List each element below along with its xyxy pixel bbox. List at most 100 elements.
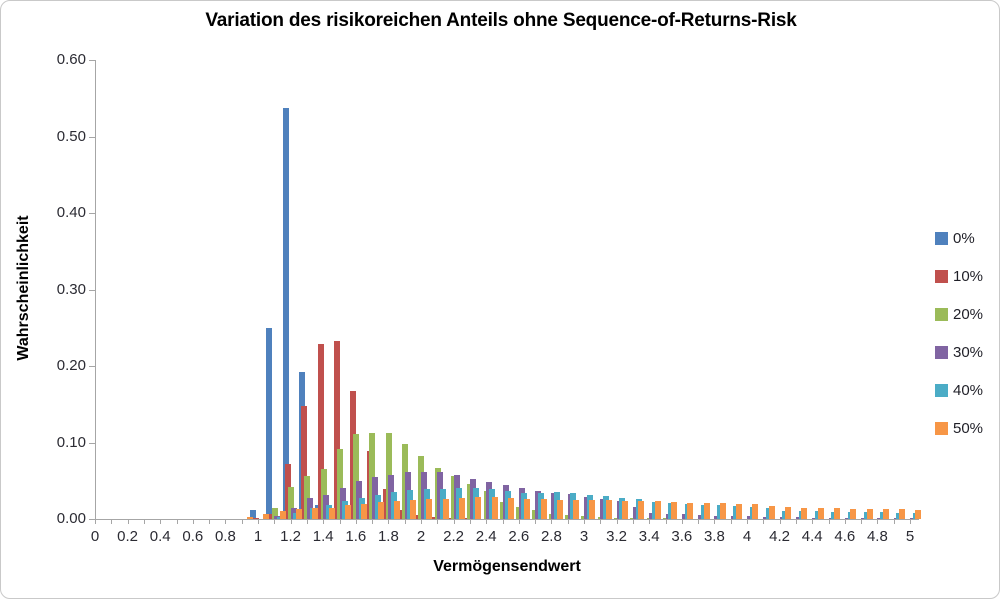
bar-50%-4.7	[866, 509, 873, 519]
bar-20%-1.4	[320, 469, 327, 519]
y-axis-title: Wahrscheinlichkeit	[15, 215, 32, 361]
x-tick-label: 2	[416, 528, 426, 545]
x-tick	[893, 519, 895, 524]
x-tick	[372, 519, 374, 524]
x-tick	[632, 519, 634, 524]
x-tick	[665, 519, 667, 524]
x-tick-label: 3.2	[606, 528, 628, 545]
x-tick	[111, 519, 113, 524]
bar-0%-1.2	[282, 108, 289, 519]
bar-10%-1.3	[301, 405, 308, 519]
x-axis-line	[95, 519, 919, 520]
x-tick	[714, 519, 716, 524]
x-tick-label: 4	[742, 528, 752, 545]
x-tick	[274, 519, 276, 524]
x-tick	[747, 519, 748, 524]
x-tick	[730, 519, 732, 524]
x-tick-label: 0.2	[117, 528, 139, 545]
bar-20%-1.2	[287, 486, 294, 519]
bar-50%-1.4	[328, 507, 335, 519]
x-tick-label: 4.2	[769, 528, 791, 545]
x-tick	[861, 519, 863, 524]
bar-50%-1.9	[410, 499, 417, 519]
y-tick	[89, 366, 95, 367]
x-tick-label: 3.8	[703, 528, 725, 545]
x-tick	[306, 519, 308, 524]
legend-item-20%: 20%	[935, 306, 984, 323]
x-tick	[209, 519, 211, 524]
x-tick	[469, 519, 471, 524]
chart-title: Variation des risikoreichen Anteils ohne…	[205, 10, 797, 31]
x-tick	[388, 519, 390, 524]
x-tick	[290, 519, 292, 524]
bar-50%-3.4	[654, 501, 661, 519]
x-tick	[649, 519, 651, 524]
x-tick	[355, 519, 357, 524]
x-tick	[143, 519, 145, 524]
legend-swatch-icon	[935, 422, 948, 435]
bar-50%-3.9	[736, 504, 743, 519]
x-tick	[584, 519, 585, 524]
bar-50%-1.2	[296, 509, 302, 519]
legend-label: 30%	[953, 344, 984, 361]
legend-label: 20%	[953, 306, 984, 323]
x-tick	[502, 519, 504, 524]
x-tick	[160, 519, 162, 524]
x-tick-label: 4.4	[801, 528, 823, 545]
x-tick	[404, 519, 406, 524]
bar-50%-1.6	[361, 503, 368, 519]
bar-50%-3.5	[670, 501, 677, 519]
legend-item-30%: 30%	[935, 344, 984, 361]
y-tick-label: 0.10	[56, 433, 86, 451]
x-tick	[567, 519, 569, 524]
bar-10%-1.5	[334, 340, 341, 519]
y-tick-label: 0.50	[56, 127, 86, 145]
legend-item-40%: 40%	[935, 382, 984, 399]
x-tick	[95, 519, 96, 524]
legend-swatch-icon	[935, 232, 948, 245]
x-tick	[486, 519, 488, 524]
x-tick-label: 4.8	[866, 528, 888, 545]
x-tick	[535, 519, 537, 524]
bar-50%-2.7	[540, 499, 547, 519]
y-tick	[89, 442, 95, 444]
bar-50%-3.8	[719, 502, 726, 519]
bar-50%-2.1	[442, 498, 449, 519]
legend-swatch-icon	[935, 308, 948, 321]
bar-0%-1.1	[266, 327, 273, 520]
bar-10%-1	[252, 517, 259, 519]
bar-20%-1.7	[369, 432, 376, 519]
x-tick	[323, 519, 325, 524]
bar-50%-3.6	[687, 503, 694, 519]
bar-10%-1.4	[317, 343, 324, 519]
x-tick-label: 1.2	[280, 528, 302, 545]
y-tick-label: 0.20	[56, 357, 86, 374]
x-tick-label: 2.8	[540, 528, 562, 545]
x-tick	[453, 519, 455, 524]
x-tick-label: 4.6	[834, 528, 856, 545]
bar-50%-3.7	[703, 502, 710, 519]
x-tick-label: 2.2	[443, 528, 465, 545]
x-tick	[518, 519, 520, 524]
x-tick	[192, 519, 194, 524]
x-tick-label: 0.8	[214, 528, 236, 545]
legend-label: 10%	[953, 268, 984, 285]
x-tick	[437, 519, 439, 524]
x-tick	[681, 519, 683, 524]
x-tick-label: 1.4	[312, 528, 334, 545]
bar-50%-1.8	[393, 500, 400, 519]
x-tick	[421, 519, 422, 524]
legend-label: 40%	[953, 382, 984, 399]
x-tick	[258, 519, 259, 524]
y-tick	[89, 136, 95, 138]
bar-50%-1.5	[344, 505, 351, 519]
bar-50%-4.1	[768, 506, 775, 519]
bar-50%-2.4	[491, 496, 498, 519]
x-tick-label: 0.6	[182, 528, 204, 545]
bar-50%-4.9	[899, 509, 906, 519]
x-tick-label: 0.4	[149, 528, 171, 545]
x-tick-label: 3.4	[638, 528, 660, 545]
x-tick	[241, 519, 243, 524]
x-tick	[551, 519, 553, 524]
